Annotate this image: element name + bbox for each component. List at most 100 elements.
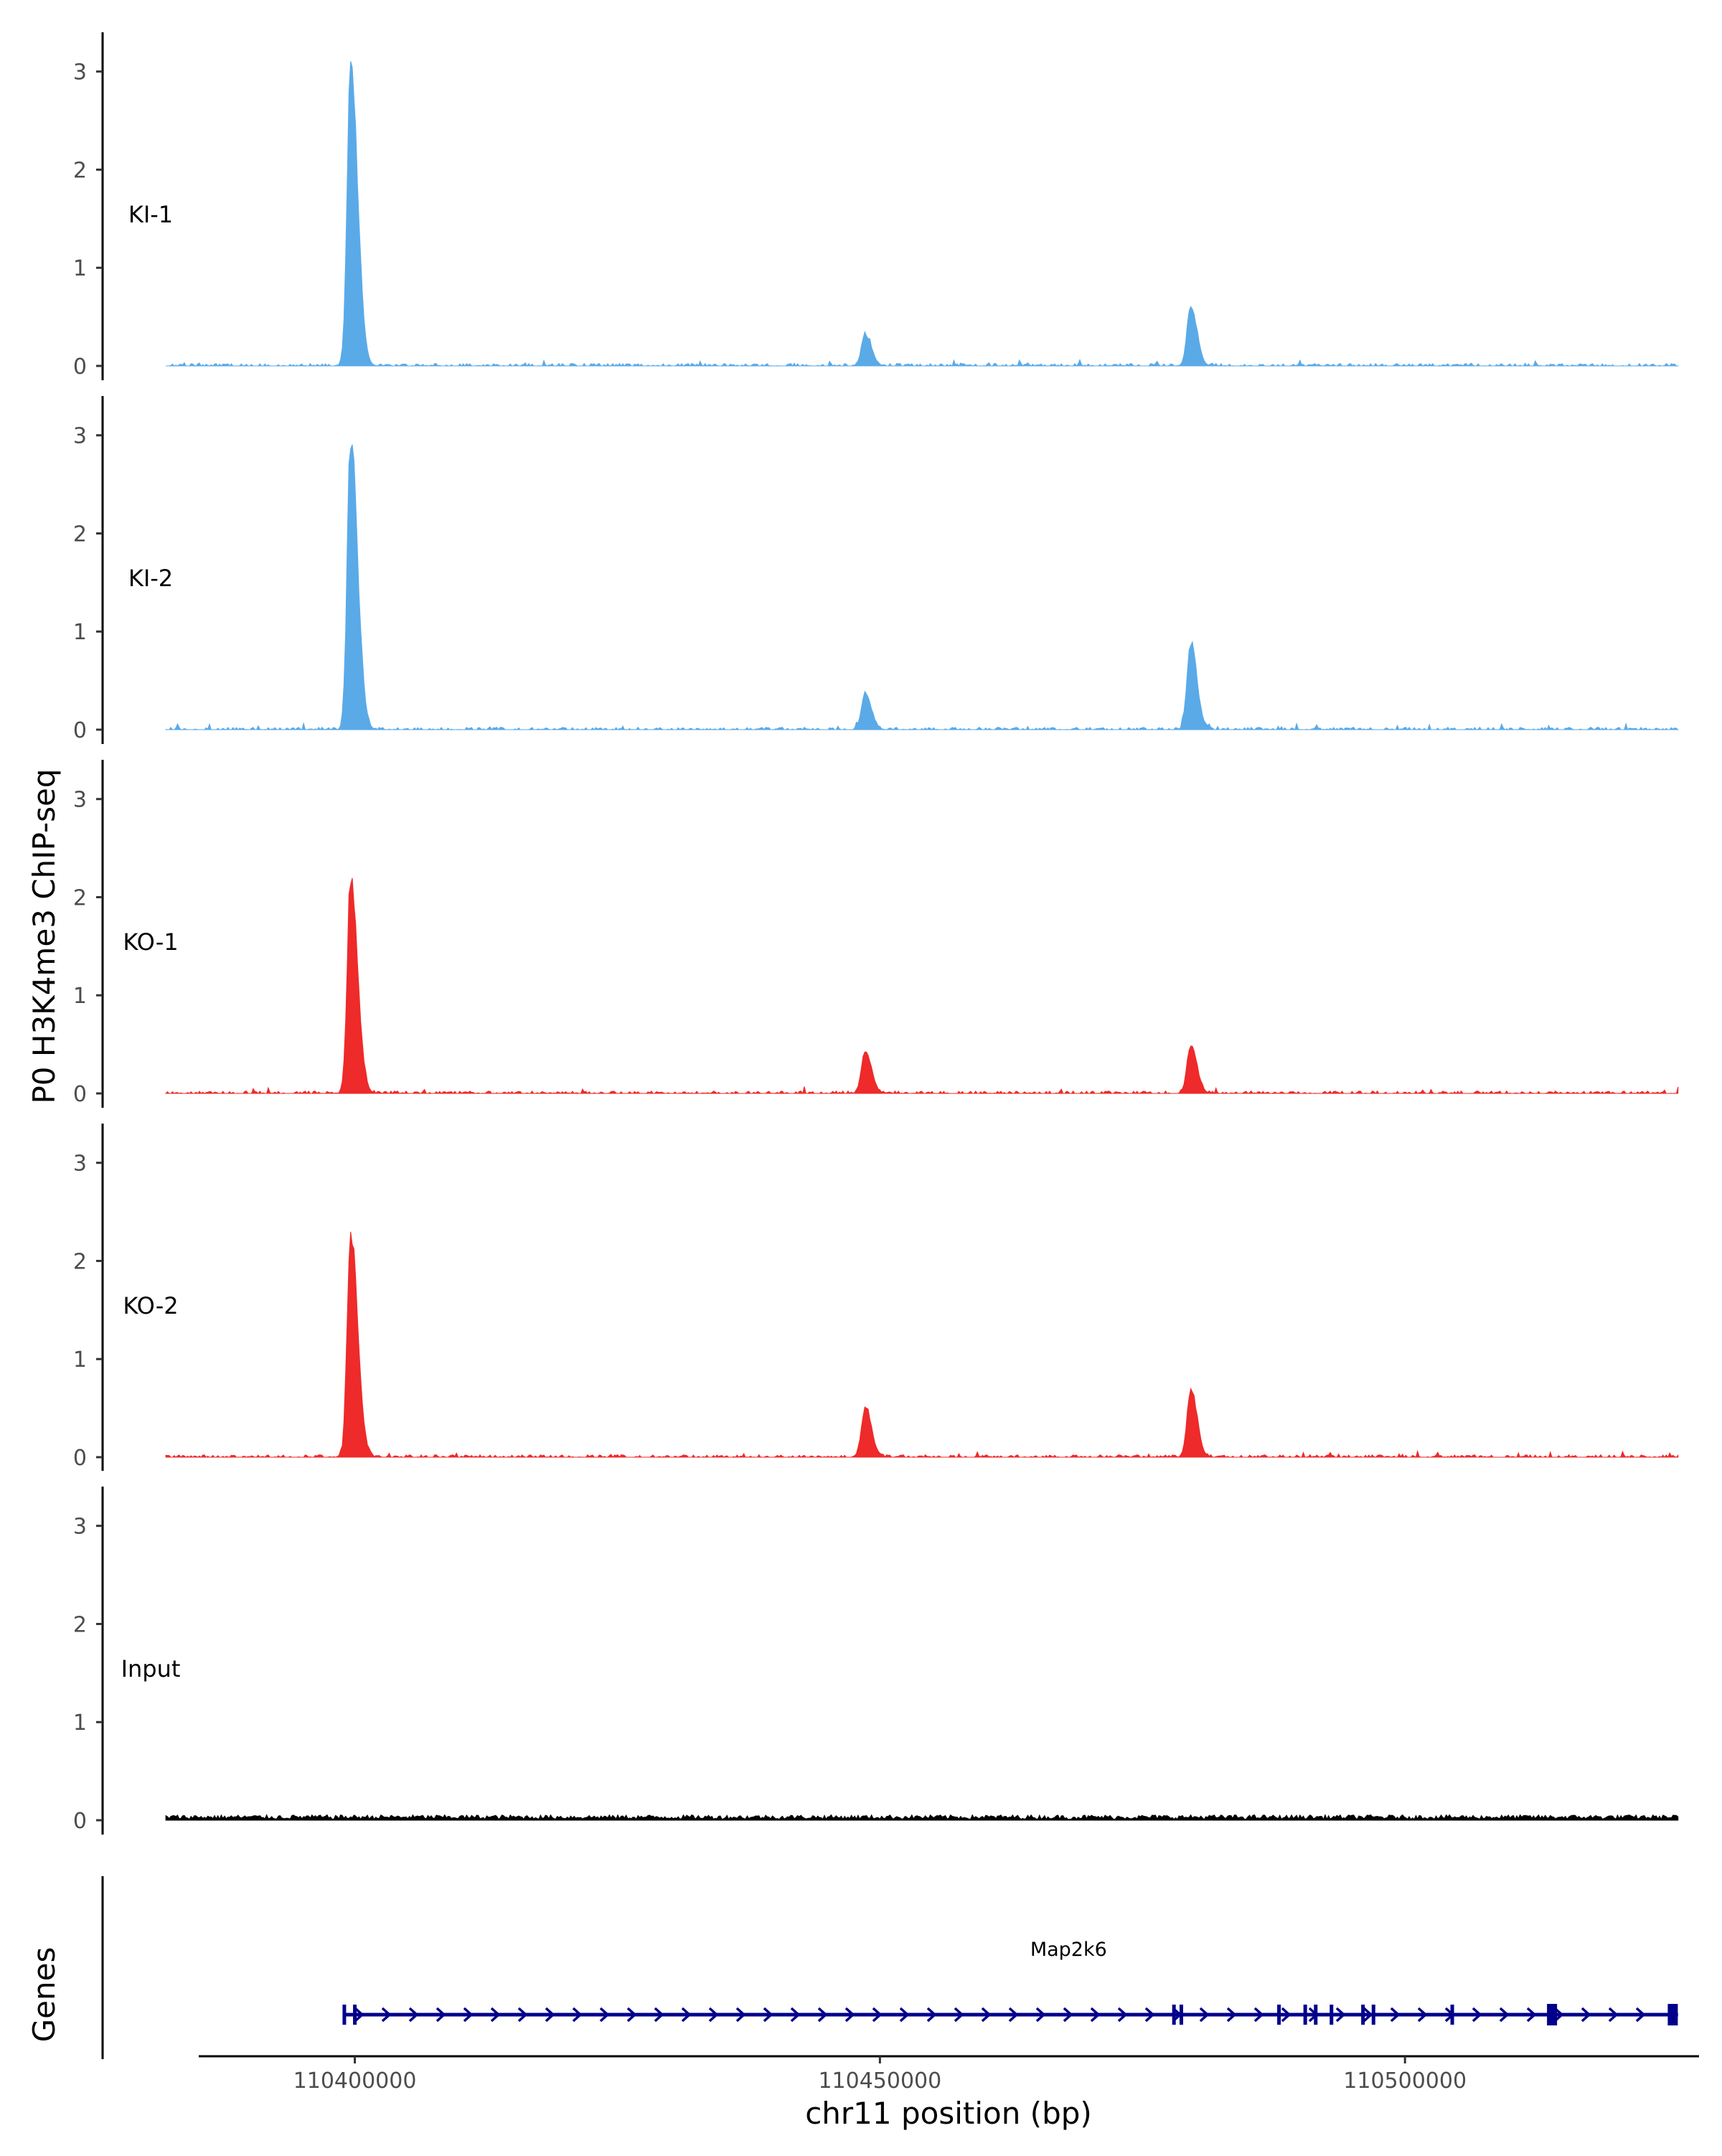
strand-arrow — [408, 2007, 419, 2023]
y-tick-label: 2 — [73, 885, 87, 910]
strand-arrow — [790, 2007, 801, 2023]
exon — [1303, 2005, 1307, 2025]
strand-arrow — [1553, 2007, 1564, 2023]
track-label: KO-2 — [123, 1292, 178, 1319]
y-tick-label: 0 — [73, 354, 87, 380]
signal-area-ko-2 — [165, 1231, 1679, 1459]
strand-arrow — [1417, 2007, 1428, 2023]
strand-arrow — [1472, 2007, 1482, 2023]
genes-axis-title: Genes — [27, 1947, 62, 2043]
exon — [1667, 2004, 1678, 2025]
tracks-layer: 0 1 2 3 KI-1 0 1 2 3 KI-2 0 1 2 3 KO-1 0 1 2 3 KO-2 0 1 2 3 Inpu… — [73, 32, 1680, 1835]
strand-arrow — [735, 2007, 746, 2023]
y-tick-label: 0 — [73, 1809, 87, 1834]
strand-arrow — [463, 2007, 474, 2023]
track-label: KO-1 — [123, 928, 178, 956]
strand-arrow — [654, 2007, 664, 2023]
exon — [1277, 2005, 1281, 2025]
strand-arrow — [817, 2007, 828, 2023]
x-tick-label: 110450000 — [818, 2068, 941, 2094]
track-ko-2: 0 1 2 3 KO-2 — [73, 1124, 1679, 1471]
strand-arrow — [436, 2007, 446, 2023]
strand-arrow — [1608, 2007, 1619, 2023]
x-tick-label: 110500000 — [1343, 2068, 1467, 2094]
strand-arrow — [1363, 2007, 1373, 2023]
strand-arrow — [1008, 2007, 1019, 2023]
strand-arrow — [517, 2007, 528, 2023]
exon — [342, 2005, 347, 2025]
y-tick-label: 2 — [73, 522, 87, 547]
y-tick-label: 1 — [73, 256, 87, 281]
y-tick-label: 3 — [73, 1152, 87, 1177]
strand-arrow — [354, 2007, 364, 2023]
track-ki-1: 0 1 2 3 KI-1 — [73, 32, 1679, 380]
strand-arrow — [1144, 2007, 1155, 2023]
strand-arrow — [1281, 2007, 1292, 2023]
strand-arrow — [899, 2007, 910, 2023]
y-tick-label: 1 — [73, 1710, 87, 1736]
y-tick-label: 3 — [73, 788, 87, 813]
strand-arrow — [1063, 2007, 1073, 2023]
y-tick-label: 1 — [73, 1347, 87, 1373]
exon — [1172, 2005, 1176, 2025]
strand-arrow — [1253, 2007, 1264, 2023]
y-tick-label: 3 — [73, 1515, 87, 1540]
y-tick-label: 0 — [73, 1082, 87, 1107]
y-tick-label: 1 — [73, 984, 87, 1009]
y-axis-title: P0 H3K4me3 ChIP-seq — [27, 768, 62, 1103]
track-label: Input — [121, 1655, 181, 1682]
strand-arrow — [1117, 2007, 1128, 2023]
strand-arrow — [1090, 2007, 1101, 2023]
strand-arrow — [708, 2007, 719, 2023]
exon — [1361, 2005, 1365, 2025]
track-ki-2: 0 1 2 3 KI-2 — [73, 396, 1680, 744]
x-tick-label: 110400000 — [293, 2068, 417, 2094]
exon — [1547, 2004, 1558, 2025]
genes-layer: Map2k6 — [101, 1876, 1678, 2059]
strand-arrow — [1226, 2007, 1237, 2023]
exon — [1450, 2005, 1454, 2025]
signal-area-ki-1 — [166, 61, 1679, 367]
y-tick-label: 0 — [73, 1446, 87, 1471]
track-label: KI-1 — [128, 201, 173, 228]
y-tick-label: 3 — [73, 424, 87, 449]
strand-arrow — [954, 2007, 964, 2023]
exon — [1179, 2005, 1183, 2025]
exon — [1314, 2005, 1318, 2025]
signal-area-ki-2 — [165, 444, 1680, 731]
strand-arrow — [1035, 2007, 1046, 2023]
exon — [1371, 2005, 1375, 2025]
signal-area-input — [165, 1814, 1679, 1821]
y-tick-label: 2 — [73, 1249, 87, 1274]
strand-arrow — [981, 2007, 992, 2023]
y-tick-label: 1 — [73, 620, 87, 645]
strand-arrow — [1499, 2007, 1510, 2023]
gene-name-label: Map2k6 — [1030, 1939, 1107, 1961]
strand-arrow — [381, 2007, 392, 2023]
y-tick-label: 2 — [73, 158, 87, 183]
strand-arrow — [681, 2007, 692, 2023]
x-axis-title: chr11 position (bp) — [805, 2096, 1092, 2131]
gene-map2k6: Map2k6 — [342, 1939, 1678, 2025]
y-tick-label: 0 — [73, 718, 87, 743]
y-tick-label: 2 — [73, 1612, 87, 1637]
y-tick-label: 3 — [73, 60, 87, 85]
strand-arrow — [1199, 2007, 1210, 2023]
strand-arrow — [1635, 2007, 1646, 2023]
track-label: KI-2 — [128, 565, 173, 592]
track-input: 0 1 2 3 Input — [73, 1487, 1679, 1835]
exon — [353, 2005, 357, 2025]
strand-arrow — [572, 2007, 583, 2023]
strand-arrow — [490, 2007, 501, 2023]
strand-arrow — [1390, 2007, 1401, 2023]
x-axis: 110400000 110450000 110500000 — [199, 2055, 1699, 2094]
signal-area-ko-1 — [164, 877, 1679, 1095]
strand-arrow — [545, 2007, 555, 2023]
strand-arrow — [1526, 2007, 1537, 2023]
strand-arrow — [1581, 2007, 1591, 2023]
strand-arrow — [599, 2007, 610, 2023]
exon — [1330, 2005, 1334, 2025]
strand-arrow — [872, 2007, 883, 2023]
